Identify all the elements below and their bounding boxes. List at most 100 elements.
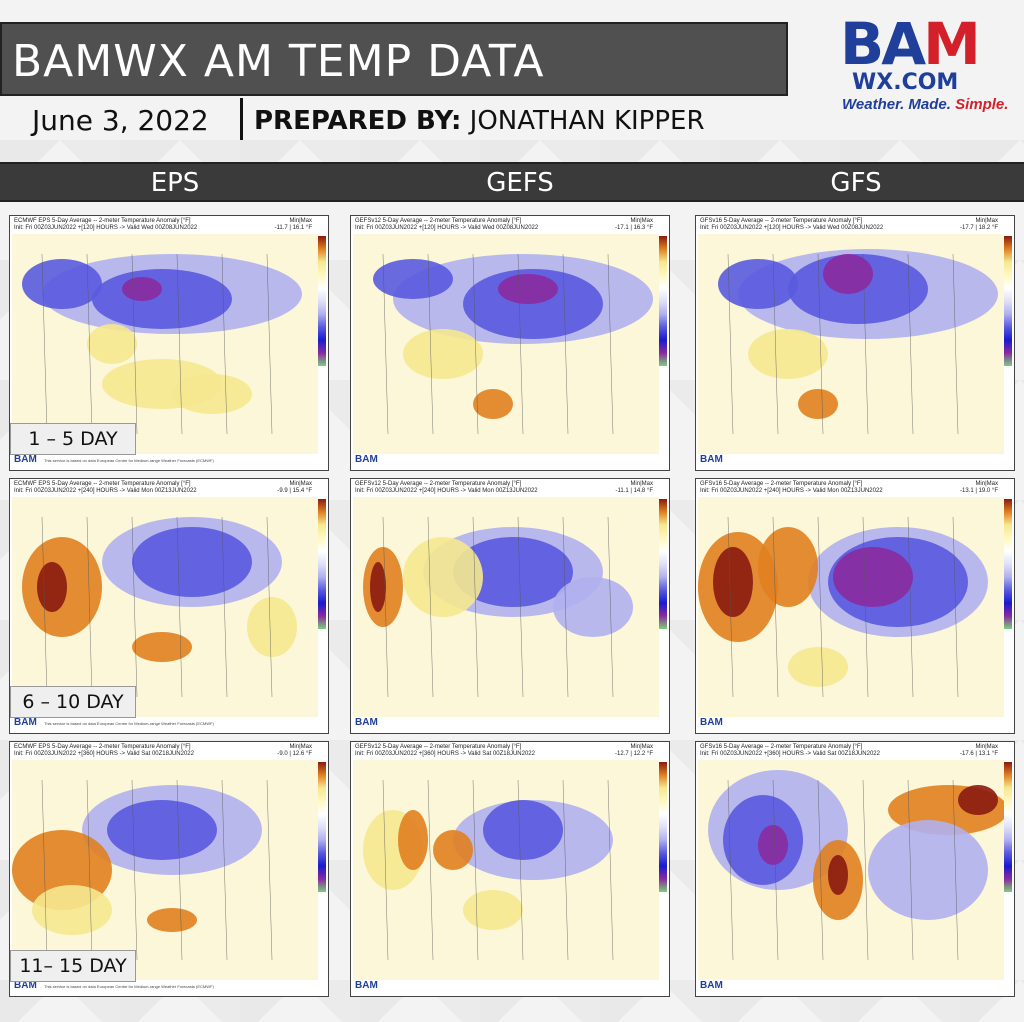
anomaly-region	[718, 259, 798, 309]
anomaly-region	[32, 885, 112, 935]
state-boundary	[176, 779, 183, 961]
header-divider	[240, 98, 243, 140]
column-gefs: GEFS	[486, 168, 554, 198]
state-boundary	[817, 253, 824, 435]
state-boundary	[221, 779, 228, 961]
state-boundary	[517, 779, 524, 961]
map-footer: BAM This service is based on data Europea…	[14, 980, 214, 994]
prepared-name: JONATHAN KIPPER	[469, 106, 705, 136]
column-header-bar: EPS GEFS GFS	[0, 162, 1024, 202]
mini-logo: BAM	[14, 454, 37, 465]
map-minmax: Min|Max -17.7 | 18.2 °F	[960, 218, 998, 231]
state-boundary	[607, 779, 614, 961]
map-title: GFSv16 5-Day Average -- 2-meter Temperat…	[700, 218, 863, 224]
color-scale	[318, 499, 326, 629]
state-boundary	[607, 253, 614, 435]
map-footer: BAM This service is based on data Europea…	[14, 454, 214, 468]
temp-anomaly-map: ECMWF EPS 5-Day Average -- 2-meter Tempe…	[9, 741, 329, 997]
mini-logo: BAM	[355, 717, 378, 728]
temp-anomaly-map: GEFSv12 5-Day Average -- 2-meter Tempera…	[350, 741, 670, 997]
map-header: GFSv16 5-Day Average -- 2-meter Temperat…	[700, 744, 1010, 760]
anomaly-region	[473, 389, 513, 419]
temp-anomaly-map: GFSv16 5-Day Average -- 2-meter Temperat…	[695, 741, 1015, 997]
map-minmax: Min|Max -9.9 | 15.4 °F	[277, 481, 312, 494]
state-boundary	[607, 516, 614, 698]
map-footer: BAM	[355, 980, 475, 994]
anomaly-region	[132, 527, 252, 597]
map-init: Init: Fri 00Z03JUN2022 +[360] HOURS -> V…	[355, 751, 535, 757]
state-boundary	[221, 516, 228, 698]
state-boundary	[862, 779, 869, 961]
anomaly-region	[483, 800, 563, 860]
map-image	[353, 234, 659, 454]
anomaly-region	[403, 329, 483, 379]
mini-logo: BAM	[14, 717, 37, 728]
state-boundary	[382, 779, 389, 961]
mini-logo: BAM	[355, 454, 378, 465]
map-header: GEFSv12 5-Day Average -- 2-meter Tempera…	[355, 481, 665, 497]
color-scale	[659, 499, 667, 629]
anomaly-region	[713, 547, 753, 617]
state-boundary	[907, 779, 914, 961]
state-boundary	[427, 779, 434, 961]
map-init: Init: Fri 00Z03JUN2022 +[240] HOURS -> V…	[14, 488, 197, 494]
anomaly-region	[833, 547, 913, 607]
temp-anomaly-map: GFSv16 5-Day Average -- 2-meter Temperat…	[695, 215, 1015, 471]
anomaly-region	[433, 830, 473, 870]
map-title: ECMWF EPS 5-Day Average -- 2-meter Tempe…	[14, 218, 191, 224]
state-boundary	[772, 516, 779, 698]
map-header: ECMWF EPS 5-Day Average -- 2-meter Tempe…	[14, 744, 324, 760]
anomaly-region	[498, 274, 558, 304]
state-boundary	[472, 779, 479, 961]
mini-logo: BAM	[355, 980, 378, 991]
map-header: ECMWF EPS 5-Day Average -- 2-meter Tempe…	[14, 218, 324, 234]
map-image	[698, 234, 1004, 454]
state-boundary	[952, 516, 959, 698]
map-footer: BAM	[700, 454, 820, 468]
map-minmax: Min|Max -11.1 | 14.8 °F	[615, 481, 653, 494]
map-note: This service is based on data European C…	[44, 721, 214, 726]
report-date: June 3, 2022	[32, 104, 209, 137]
map-init: Init: Fri 00Z03JUN2022 +[120] HOURS -> V…	[355, 225, 539, 231]
logo-wx: WX.COM	[852, 70, 959, 95]
map-minmax: Min|Max -13.1 | 19.0 °F	[960, 481, 998, 494]
map-image	[353, 497, 659, 717]
state-boundary	[562, 516, 569, 698]
map-minmax: Min|Max -9.0 | 12.6 °F	[277, 744, 312, 757]
temp-anomaly-map: GEFSv12 5-Day Average -- 2-meter Tempera…	[350, 478, 670, 734]
anomaly-region	[172, 374, 252, 414]
logo-tagline: Weather. Made. Simple.	[842, 96, 1009, 113]
map-init: Init: Fri 00Z03JUN2022 +[240] HOURS -> V…	[355, 488, 538, 494]
map-header: GFSv16 5-Day Average -- 2-meter Temperat…	[700, 481, 1010, 497]
state-boundary	[952, 779, 959, 961]
state-boundary	[772, 779, 779, 961]
state-boundary	[131, 253, 138, 435]
anomaly-region	[87, 324, 137, 364]
map-header: ECMWF EPS 5-Day Average -- 2-meter Tempe…	[14, 481, 324, 497]
state-boundary	[41, 253, 48, 435]
map-header: GEFSv12 5-Day Average -- 2-meter Tempera…	[355, 218, 665, 234]
page-title: BAMWX AM TEMP DATA	[12, 36, 545, 87]
map-footer: BAM	[700, 980, 820, 994]
state-boundary	[266, 516, 273, 698]
map-title: ECMWF EPS 5-Day Average -- 2-meter Tempe…	[14, 744, 191, 750]
map-image	[698, 760, 1004, 980]
state-boundary	[86, 253, 93, 435]
anomaly-region	[122, 277, 162, 301]
title-bar: BAMWX AM TEMP DATA	[0, 22, 788, 96]
map-minmax: Min|Max -12.7 | 12.2 °F	[615, 744, 653, 757]
state-boundary	[472, 253, 479, 435]
anomaly-region	[758, 825, 788, 865]
map-header: GFSv16 5-Day Average -- 2-meter Temperat…	[700, 218, 1010, 234]
anomaly-region	[828, 855, 848, 895]
state-boundary	[907, 253, 914, 435]
map-header: GEFSv12 5-Day Average -- 2-meter Tempera…	[355, 744, 665, 760]
color-scale	[1004, 499, 1012, 629]
map-image	[353, 760, 659, 980]
state-boundary	[862, 253, 869, 435]
temp-anomaly-map: ECMWF EPS 5-Day Average -- 2-meter Tempe…	[9, 215, 329, 471]
state-boundary	[176, 516, 183, 698]
state-boundary	[862, 516, 869, 698]
anomaly-region	[398, 810, 428, 870]
state-boundary	[266, 779, 273, 961]
